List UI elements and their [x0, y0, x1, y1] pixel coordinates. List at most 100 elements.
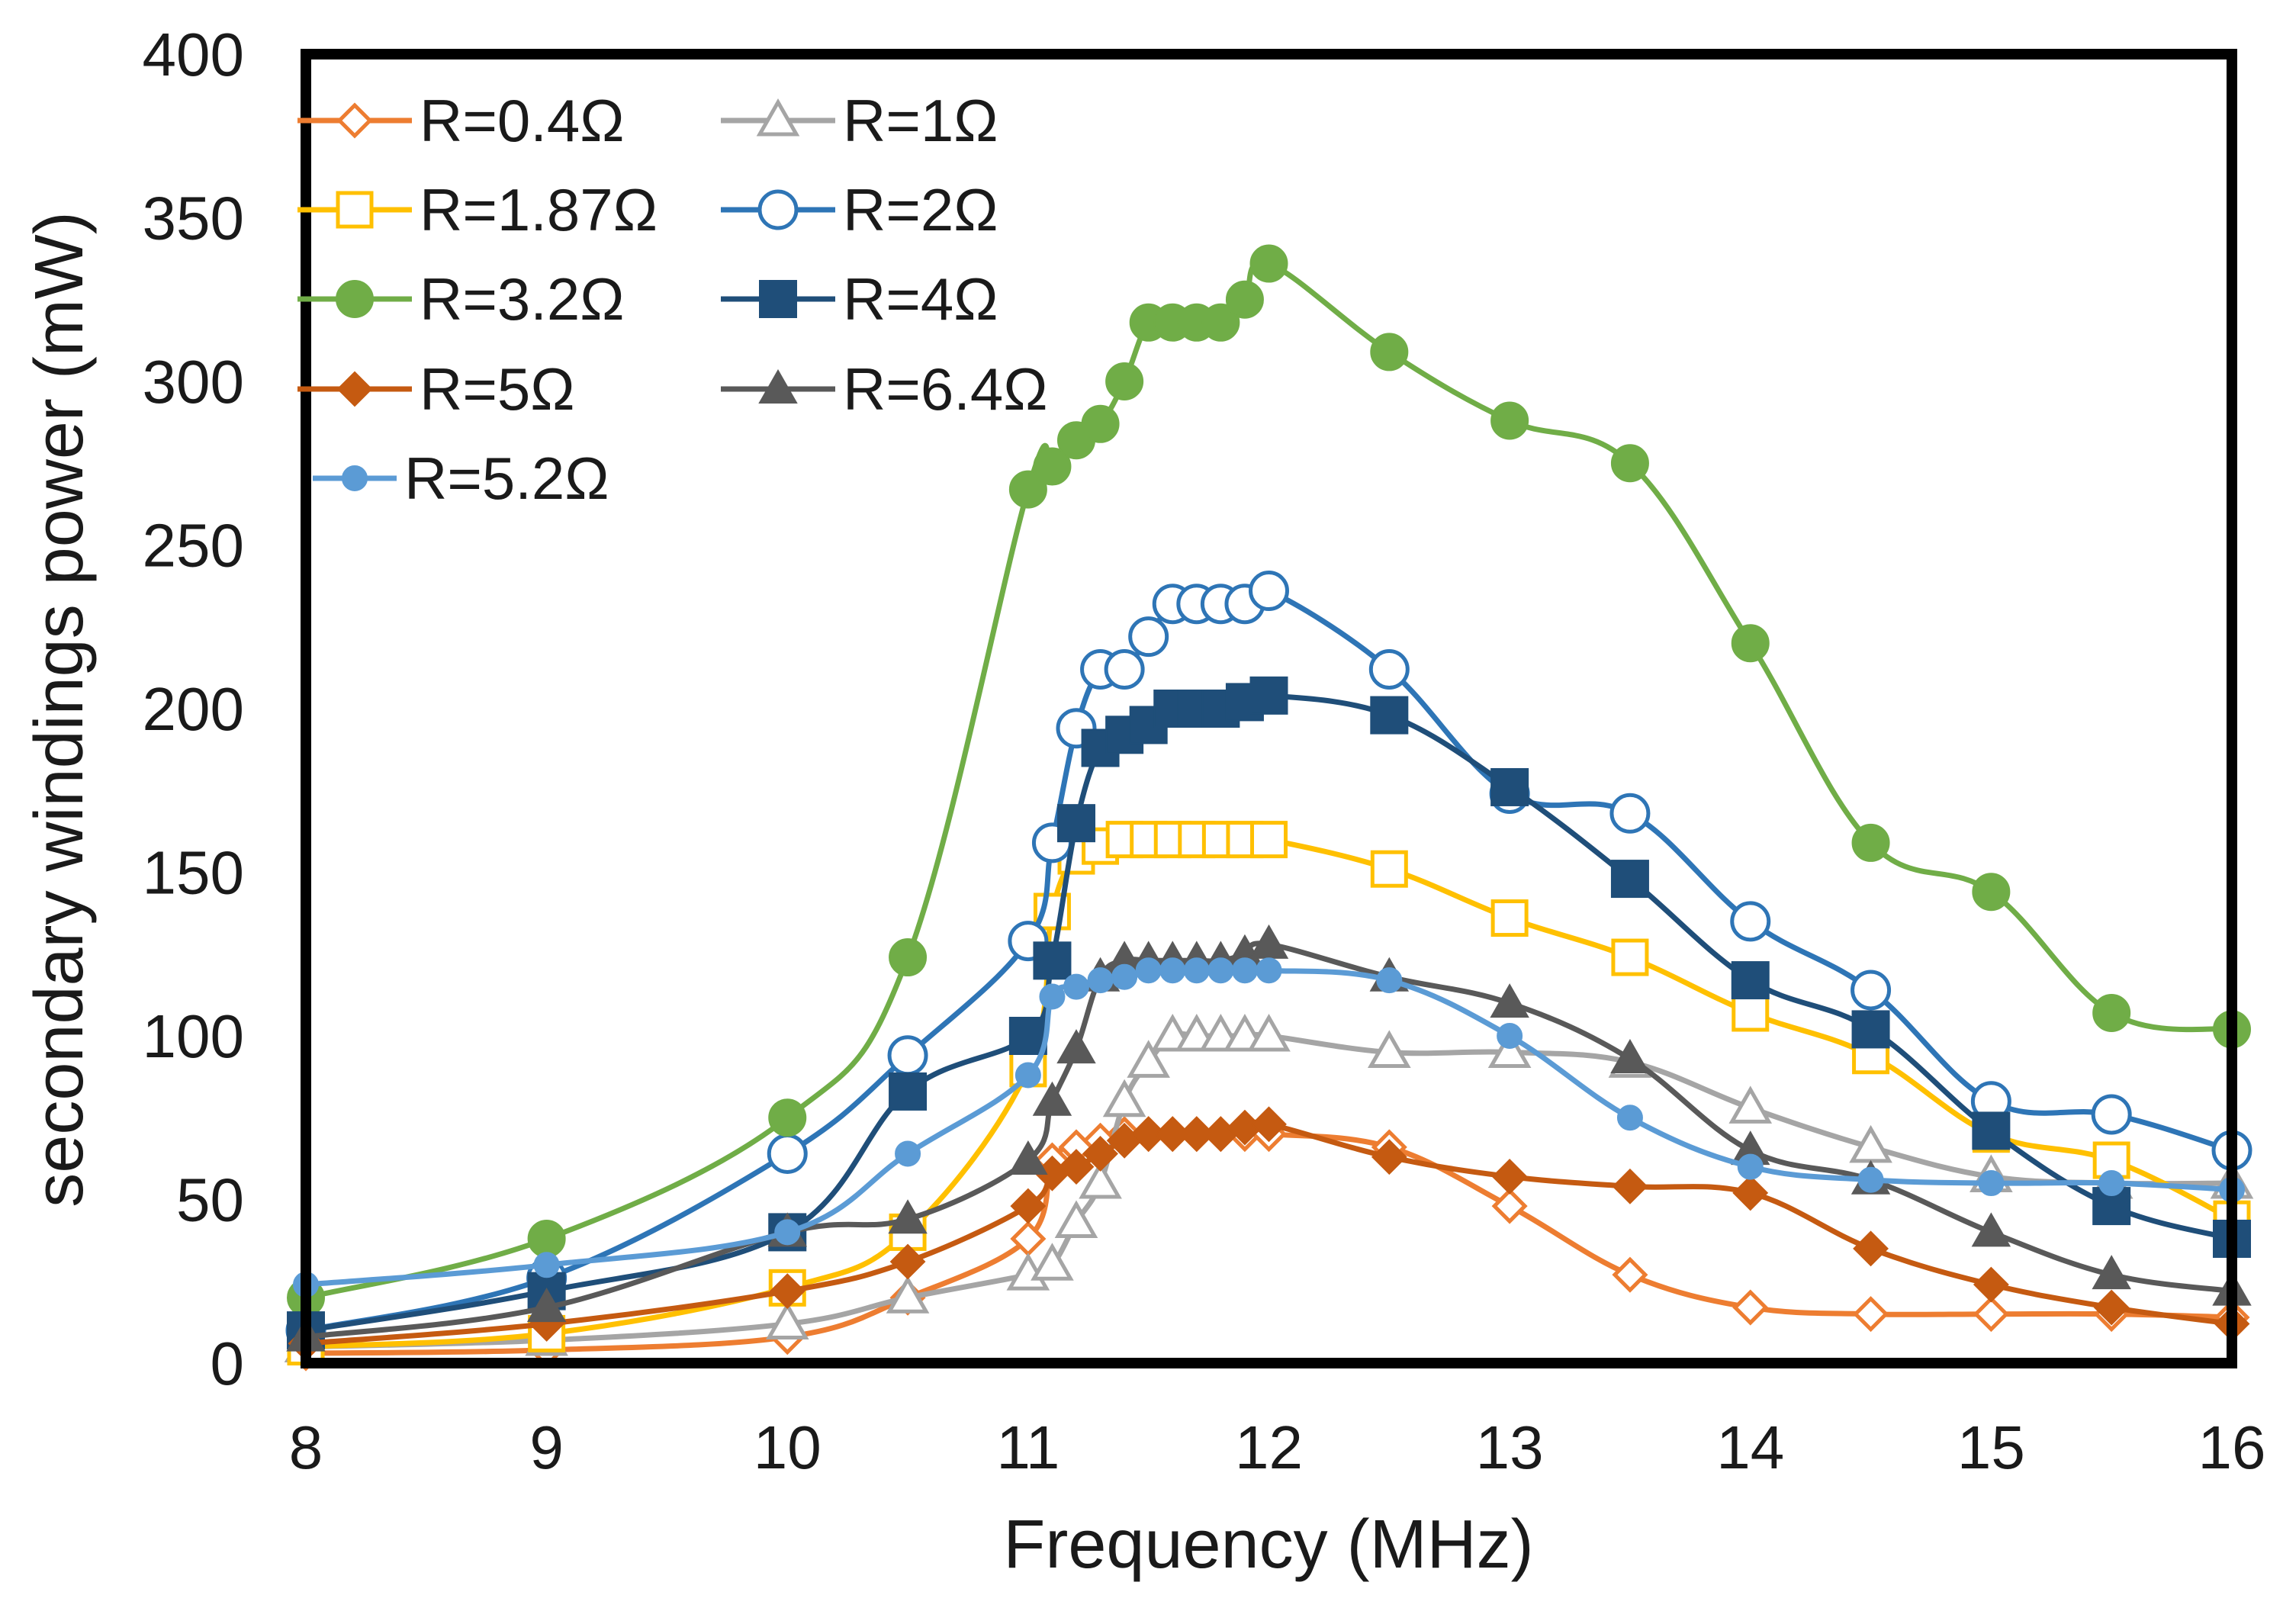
data-point [1008, 1140, 1048, 1175]
legend-label: R=6.4Ω [843, 355, 1048, 423]
data-point [1087, 967, 1114, 994]
data-point [1490, 767, 1529, 806]
data-point [1249, 571, 1289, 612]
data-point [889, 1243, 926, 1280]
data-point [1731, 624, 1770, 663]
legend-entry-r-6-4: R=6.4Ω [721, 355, 1048, 423]
legend-entry-r-2: R=2Ω [721, 176, 998, 243]
data-point [1610, 444, 1649, 483]
x-tick-label: 15 [1957, 1413, 2025, 1481]
y-tick-label: 350 [143, 185, 244, 252]
data-point [1610, 860, 1649, 899]
data-point [1256, 957, 1282, 984]
data-point [533, 1252, 560, 1278]
data-point [1058, 1149, 1095, 1185]
data-point [1183, 957, 1210, 984]
x-tick-label: 14 [1716, 1413, 1784, 1481]
y-tick-label: 150 [143, 839, 244, 907]
x-tick-label: 8 [289, 1413, 323, 1481]
y-tick-label: 300 [143, 348, 244, 416]
legend-entry-r-5-2: R=5.2Ω [313, 445, 609, 512]
legend-marker [336, 280, 374, 318]
data-point [1008, 470, 1047, 509]
series-r-5-2 [293, 957, 2245, 1298]
data-point [1054, 1200, 1098, 1239]
legend-label: R=1Ω [843, 87, 998, 154]
data-point [1497, 1023, 1523, 1049]
legend-marker [759, 280, 797, 318]
legend-label: R=5.2Ω [404, 445, 609, 512]
data-point [1853, 1230, 1889, 1267]
data-point [1201, 303, 1240, 342]
legend-marker [758, 368, 798, 404]
legend-marker [336, 371, 373, 407]
data-point [1370, 333, 1409, 371]
data-point [1368, 649, 1410, 690]
x-tick-label: 16 [2198, 1413, 2266, 1481]
data-point [1853, 1296, 1889, 1333]
x-tick-label: 12 [1235, 1413, 1303, 1481]
data-point [1039, 983, 1066, 1010]
legend-marker [757, 189, 799, 230]
x-tick-labels: 8 9 10 11 12 13 14 15 16 [289, 1413, 2266, 1481]
data-point [1612, 1168, 1648, 1204]
data-point [1102, 1079, 1146, 1118]
data-point [1104, 649, 1145, 690]
data-point [1010, 1188, 1047, 1224]
data-point [1978, 1170, 2005, 1197]
data-point [1491, 1188, 1528, 1224]
data-point [1033, 941, 1072, 980]
data-point [1081, 404, 1120, 443]
legend-entry-r-1: R=1Ω [721, 87, 998, 154]
data-point [1732, 994, 1770, 1032]
data-point [1851, 970, 1892, 1011]
data-point [1127, 1040, 1170, 1078]
data-point [527, 1219, 566, 1258]
data-point [1611, 938, 1649, 976]
data-point [1032, 1081, 1072, 1116]
series-r-5 [288, 1106, 2250, 1362]
data-point [1851, 1010, 1890, 1049]
legend-entry-r-4: R=4Ω [721, 265, 998, 333]
data-point [1610, 1039, 1650, 1074]
data-point [1207, 957, 1234, 984]
data-point [1376, 967, 1403, 994]
data-point [1971, 1212, 2011, 1247]
data-point [1159, 957, 1186, 984]
data-point [1370, 850, 1408, 888]
data-point [1105, 362, 1144, 400]
plot-frame [301, 49, 2237, 1368]
legend-entry-r-3-2: R=3.2Ω [297, 265, 625, 333]
legend-marker [336, 191, 374, 229]
data-point [1612, 1256, 1648, 1293]
data-point [888, 1199, 928, 1234]
data-point [1728, 1085, 1773, 1124]
data-point [1250, 821, 1288, 859]
data-point [1249, 676, 1288, 715]
data-point [889, 938, 928, 977]
data-point [1056, 1029, 1096, 1064]
data-point [1014, 1062, 1041, 1089]
data-point [889, 1072, 928, 1111]
x-tick-label: 10 [754, 1413, 822, 1481]
legend-marker [336, 102, 373, 139]
y-tick-labels: 0 50 100 150 200 250 300 350 400 [143, 21, 244, 1397]
x-tick-label: 11 [996, 1413, 1060, 1481]
data-point [1111, 963, 1138, 990]
data-point [1057, 804, 1095, 843]
data-point [1247, 1013, 1291, 1052]
y-tick-label: 200 [143, 675, 244, 743]
data-point [1609, 793, 1651, 834]
data-point [1178, 1116, 1215, 1153]
data-point [2093, 1289, 2130, 1326]
data-point [1063, 973, 1089, 1000]
data-point [895, 1140, 921, 1167]
legend-label: R=3.2Ω [420, 265, 625, 333]
data-point [1033, 447, 1072, 486]
legend-label: R=5Ω [420, 355, 575, 423]
data-point [1079, 1161, 1122, 1199]
data-point [1732, 1175, 1769, 1211]
data-point [1973, 1296, 2009, 1333]
